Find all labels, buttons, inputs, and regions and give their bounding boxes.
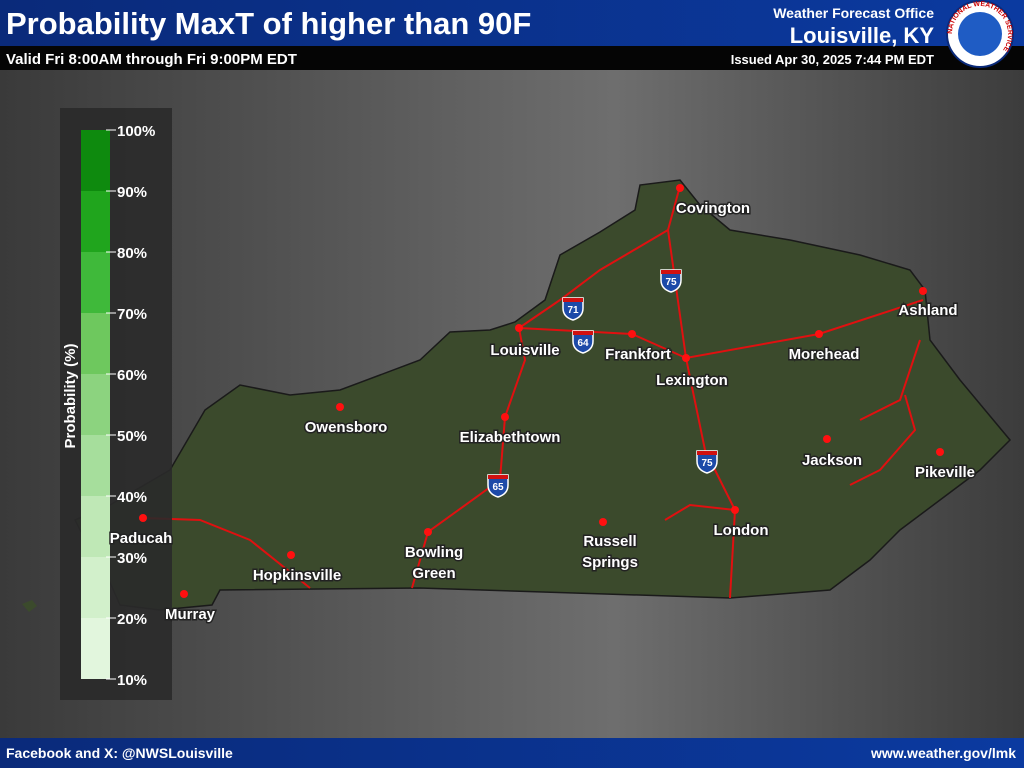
shield-top [488,475,508,479]
city-dot [936,448,944,456]
legend-bin [81,313,110,374]
city-dot [336,403,344,411]
legend-bin [81,496,110,557]
shield-top [573,331,593,335]
city-label: Murray [165,606,216,623]
legend-bin [81,130,110,191]
legend-bin [81,435,110,496]
city-label: Morehead [789,346,860,363]
legend-panel [60,108,172,700]
footer-bar [0,738,1024,768]
city-dot [180,590,188,598]
logo-center [958,12,1002,56]
legend-bin [81,557,110,618]
roads [142,185,924,599]
city-label: Pikeville [915,464,975,481]
city-label: Ashland [898,302,957,319]
shield [660,269,682,293]
legend-tick-label: 10% [117,672,147,689]
shield-label: 71 [567,305,579,316]
title: Probability MaxT of higher than 90F [6,6,531,41]
footer-url: www.weather.gov/lmk [870,745,1016,761]
city-label: Green [412,565,455,582]
legend-tick-label: 90% [117,184,147,201]
legend-bin [81,374,110,435]
city-label: Covington [676,200,750,217]
kentucky [73,179,1012,611]
interstates: 71 64 75 75 65 [487,269,718,498]
office: Weather Forecast Office [773,5,934,21]
shield-label: 65 [492,482,504,493]
city-dot [599,518,607,526]
legend-tick-label: 80% [117,245,147,262]
city-label: Frankfort [605,346,671,363]
legend-tick-label: 70% [117,306,147,323]
shield [562,297,584,321]
shield-top [697,451,717,455]
shield-top [661,270,681,274]
issued: Issued Apr 30, 2025 7:44 PM EDT [731,52,934,67]
cities: Covington Ashland Louisville Frankfort Lexin… [108,184,977,625]
legend-tick-label: 40% [117,489,147,506]
location: Louisville, KY [790,23,935,48]
header-bar [0,0,1024,46]
shield [696,450,718,474]
city-dot [139,514,147,522]
legend-bin [81,618,110,679]
city-label: Bowling [405,544,463,561]
city-dot [815,330,823,338]
city-dot [682,354,690,362]
shield-label: 75 [701,458,713,469]
legend-tick-label: 30% [117,550,147,567]
city-dot [515,324,523,332]
legend-tick-label: 50% [117,428,147,445]
city-label: London [714,522,769,539]
city-dot [287,551,295,559]
city-dot [731,506,739,514]
city-dot [919,287,927,295]
legend-tick-label: 20% [117,611,147,628]
subtitle: Valid Fri 8:00AM through Fri 9:00PM EDT [6,51,297,68]
city-label: Russell [583,533,636,550]
city-label: Jackson [802,452,862,469]
legend-title: Probability (%) [62,343,79,448]
shield-label: 75 [665,277,677,288]
city-dot [501,413,509,421]
shield-label: 64 [577,338,589,349]
legend-tick-label: 100% [117,123,155,140]
legend-bin [81,191,110,252]
city-dot [424,528,432,536]
legend: 10% 20% 30% 40% 50% 60% 70% 80% 90% 100% [81,123,155,689]
island [22,600,37,612]
city-label: Springs [582,554,638,571]
city-label: Paducah [110,530,173,547]
city-label: Lexington [656,372,728,389]
city-dot [823,435,831,443]
city-label: Louisville [490,342,559,359]
legend-tick-label: 60% [117,367,147,384]
city-dot [628,330,636,338]
shield [572,330,594,354]
shield [487,474,509,498]
city-label: Owensboro [305,419,388,436]
legend-bin [81,252,110,313]
city-label: Elizabethtown [460,429,561,446]
city-label: Hopkinsville [253,567,341,584]
shield-top [563,298,583,302]
city-dot [676,184,684,192]
footer-social: Facebook and X: @NWSLouisville [6,745,233,761]
subheader-bar [0,46,1024,70]
